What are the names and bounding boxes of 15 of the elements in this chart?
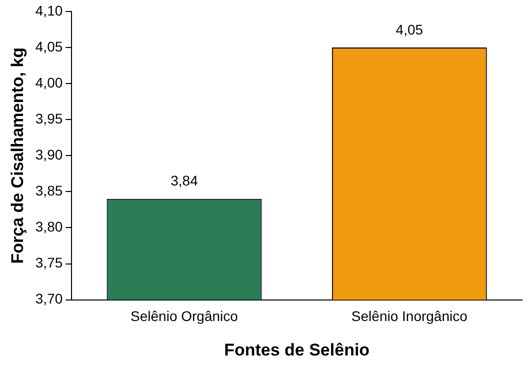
y-tick-label: 3,70 bbox=[35, 290, 63, 307]
y-tick-label: 3,85 bbox=[35, 182, 63, 199]
y-tick-label: 4,00 bbox=[35, 74, 63, 90]
x-tick-label: Selênio Inorgânico bbox=[351, 308, 468, 324]
x-tick-label: Selênio Orgânico bbox=[130, 308, 238, 324]
y-tick-label: 3,90 bbox=[35, 146, 63, 162]
y-tick-label: 3,75 bbox=[35, 254, 63, 271]
data-label: 3,84 bbox=[170, 172, 198, 189]
y-tick-label: 4,05 bbox=[35, 38, 63, 54]
y-tick-label: 3,95 bbox=[35, 110, 63, 126]
data-label: 4,05 bbox=[396, 21, 424, 38]
y-tick-label: 3,80 bbox=[35, 218, 63, 235]
x-axis-title: Fontes de Selênio bbox=[224, 340, 370, 360]
y-tick-label: 4,10 bbox=[35, 2, 63, 18]
y-axis-title: Força de Cisalhamento, kg bbox=[8, 47, 27, 264]
